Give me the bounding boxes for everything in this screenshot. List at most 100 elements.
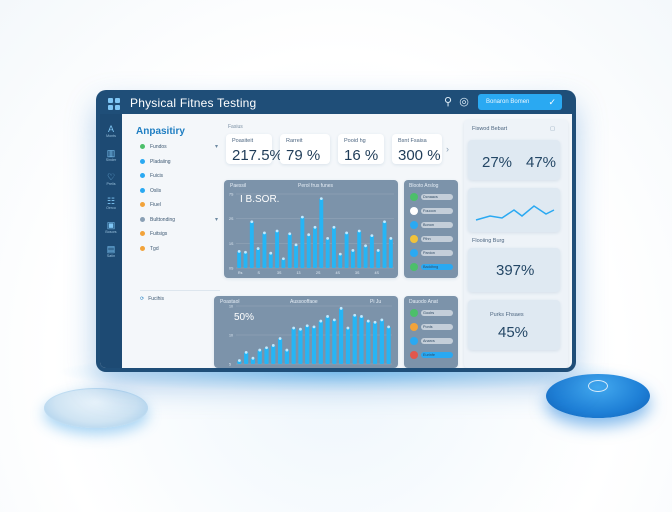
bar (249, 221, 254, 268)
list-item[interactable]: Baddhng (408, 262, 456, 272)
header-action-label: Bonaron Bomen (486, 99, 530, 105)
bar-cap (353, 313, 357, 317)
dashboard: A Monts ▥ Sinder ♡ Prelis ☷ Oerco ▣ Boso… (100, 114, 572, 368)
right-panel-title: Fiswod Bebart (472, 126, 508, 132)
sidebar-item-bullet-icon (140, 173, 145, 179)
main-bar-chart: 7S 2S 1S 0S Rs S 3S 13 2S 4S 3S 4S (229, 193, 394, 275)
stat-card[interactable]: Pooid hg 16 % (338, 134, 384, 164)
nav-item-oerco[interactable]: ☷ Oerco (103, 196, 119, 211)
stat-label: Pooid hg (344, 138, 366, 144)
bar-cap (258, 348, 262, 352)
bar (338, 254, 343, 268)
bar-cap (299, 327, 302, 331)
nav-label: Monts (106, 134, 116, 138)
stat-card[interactable]: Rarreit 79 % (280, 134, 330, 164)
nav-label: Prelis (106, 182, 116, 186)
bar-cap (345, 231, 348, 235)
sidebar-item[interactable]: Bulttonding ▾ (140, 215, 218, 225)
bar-cap (346, 326, 350, 330)
list-item[interactable]: Fouoon (408, 206, 456, 216)
bar-cap (292, 326, 296, 330)
sidebar-item-label: Fuitsigs (150, 231, 168, 237)
nav-item-bosors[interactable]: ▣ Bosors (103, 220, 119, 235)
more-icon[interactable]: ▢ (550, 126, 556, 132)
kpi-card[interactable]: 27% 47% (468, 140, 560, 180)
nav-item-satin[interactable]: ▤ Satin (103, 244, 119, 259)
list-item[interactable]: Bonon (408, 220, 456, 230)
bar (388, 238, 393, 268)
bar (325, 238, 330, 268)
sidebar-item[interactable]: Fuicis (140, 171, 218, 181)
list-item[interactable]: Pihn (408, 234, 456, 244)
sidebar-item[interactable]: Tgd (140, 244, 218, 254)
search-icon[interactable]: ⚲ (443, 96, 453, 108)
stat-value: 217.5% (232, 147, 283, 164)
header-action-button[interactable]: Bonaron Bomen ✓ (478, 94, 562, 110)
sidebar-item[interactable]: Fuitsigs (140, 229, 218, 239)
y-tick-label: 2S (229, 217, 234, 221)
bar-cap (339, 306, 343, 310)
list-item-label: Bonon (423, 223, 434, 227)
sidebar-item[interactable]: Pladaiing (140, 157, 218, 167)
bar (369, 235, 374, 268)
bar (366, 321, 371, 364)
bar (332, 227, 336, 268)
bar-cap (244, 351, 248, 354)
sidebar-item-label: Fiuel (150, 202, 161, 208)
sidebar-item[interactable]: Fundos ▾ (140, 142, 218, 152)
trend-card[interactable] (468, 188, 560, 232)
chevron-right-icon[interactable]: › (446, 144, 449, 154)
stat-label: Rarreit (286, 138, 303, 144)
bar-cap (357, 229, 361, 233)
list-item-label: Eurinfe (423, 353, 436, 357)
list-item[interactable]: Panion (408, 248, 456, 258)
bar-cap (256, 247, 260, 250)
list-item[interactable]: Eurinfe (408, 350, 456, 360)
bar (275, 231, 280, 268)
nav-item-monts[interactable]: A Monts (103, 124, 119, 139)
value-card[interactable]: 397% (468, 248, 560, 292)
nav-item-prelis[interactable]: ♡ Prelis (103, 172, 119, 187)
right-panel: Fiswod Bebart ▢ 27% 47% Flooiing Burg 39… (464, 120, 568, 368)
y-tick-label: 0S (229, 267, 234, 271)
app-logo-icon (108, 98, 120, 110)
trend-line (475, 205, 555, 221)
stat-value: 300 % (398, 147, 441, 164)
list-title: Dauodo Anat (409, 299, 438, 305)
sidebar-item[interactable]: Fiuel (140, 200, 218, 210)
value-card-2[interactable]: Purks Fhsaes 45% (468, 300, 560, 350)
bar (268, 253, 273, 268)
x-tick-label: 3S (355, 271, 360, 275)
bar (345, 328, 351, 364)
stat-card[interactable]: Poasiteit 217.5% (226, 134, 283, 164)
bar-cap (263, 231, 266, 235)
card-label: Purks Fhsaes (490, 312, 524, 318)
chart-corner-label: Pi Ju (370, 299, 382, 305)
list-item[interactable]: Dcnaacs (408, 192, 456, 202)
stat-card[interactable]: Bsnt Fsaisa 300 % (392, 134, 442, 164)
bar (318, 321, 323, 364)
x-tick-label: 2S (316, 271, 321, 275)
user-icon[interactable]: ◎ (459, 96, 469, 108)
sidebar-item[interactable]: Oslis (140, 186, 218, 196)
bar (271, 345, 276, 364)
bar (363, 245, 368, 268)
chevron-down-icon[interactable]: ▾ (214, 144, 218, 150)
bar (332, 319, 337, 364)
bar (264, 347, 269, 364)
chevron-down-icon[interactable]: ▾ (214, 216, 218, 223)
bar-cap (282, 257, 285, 261)
bar (379, 319, 384, 364)
doc-icon: ▤ (106, 244, 116, 254)
list-item[interactable]: Goolrs (408, 308, 456, 318)
sidebar-footer[interactable]: ⟳ Fucihis (140, 294, 218, 304)
bar-cap (326, 315, 329, 318)
nav-item-sinder[interactable]: ▥ Sinder (103, 148, 119, 163)
bar (325, 316, 330, 364)
chart-title: Paessil (230, 183, 247, 189)
list-item[interactable]: Anarcs (408, 336, 456, 346)
y-tick-label: 10 (229, 305, 233, 309)
bar-cap (383, 220, 386, 224)
list-item[interactable]: Ponls (408, 322, 456, 332)
bar-cap (332, 225, 336, 229)
